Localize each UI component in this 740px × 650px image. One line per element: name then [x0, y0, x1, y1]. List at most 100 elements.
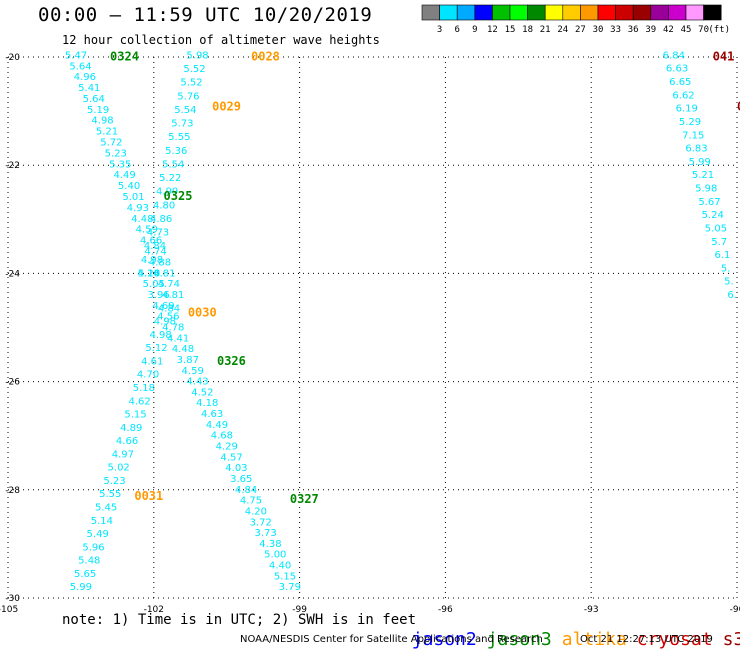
legend-cryosat: cryosat	[636, 629, 713, 650]
legend-jason2: jason2	[411, 629, 477, 650]
swh-value-label: 5.22	[159, 173, 181, 184]
swh-value-label: 4.70	[137, 370, 159, 381]
swh-value-label: 3.87	[177, 355, 199, 366]
pass-label: 0028	[251, 49, 280, 63]
swh-value-label: 5.72	[100, 138, 122, 149]
swh-value-label: 5.73	[171, 119, 193, 130]
swh-value-label: 4.03	[225, 463, 247, 474]
swh-value-label: 4.86	[150, 214, 172, 225]
swh-value-label: 5.23	[103, 476, 125, 487]
swh-value-label: 5.18	[133, 383, 155, 394]
pass-label: 0031	[134, 489, 163, 503]
color-scale-swatch	[474, 4, 493, 21]
swh-value-label: 5.65	[74, 569, 96, 580]
color-scale-tick: 70	[698, 25, 709, 35]
swh-value-label: 5.36	[165, 146, 187, 157]
pass-label: 0324	[110, 49, 139, 63]
swh-value-label: 5.05	[705, 223, 727, 234]
color-scale-tick: 9	[472, 25, 477, 35]
color-scale-swatch	[439, 4, 458, 21]
swh-value-label: 4.97	[112, 449, 134, 460]
swh-value-label: 4.49	[206, 420, 228, 431]
swh-value-label: 5.00	[264, 550, 286, 561]
swh-value-label: 4.75	[240, 496, 262, 507]
swh-value-label: 5.21	[692, 170, 714, 181]
x-tick-label: -99	[292, 605, 307, 615]
pass-label: 0325	[164, 189, 193, 203]
swh-value-label: 5.55	[168, 132, 190, 143]
swh-value-label: 5.48	[78, 556, 100, 567]
swh-value-label: 5.12	[145, 343, 167, 354]
color-scale-tick: (ft)	[708, 25, 730, 35]
color-scale-swatch	[544, 4, 564, 21]
swh-value-label: 6.	[727, 290, 737, 301]
swh-value-label: 4.93	[127, 203, 149, 214]
swh-value-label: 5.01	[122, 192, 144, 203]
swh-value-label: 5.47	[65, 50, 87, 61]
color-scale-swatch	[685, 4, 704, 21]
swh-value-label: 4.99	[156, 187, 178, 198]
color-scale-swatch	[509, 4, 528, 21]
swh-value-label: 5.98	[695, 184, 717, 195]
swh-value-label: 5.40	[118, 181, 140, 192]
swh-value-label: 4.80	[153, 200, 175, 211]
color-scale-swatch	[562, 4, 581, 21]
x-tick-label: -90	[730, 605, 740, 615]
swh-value-label: 4.20	[245, 506, 267, 517]
swh-value-label: 4.66	[140, 236, 162, 247]
swh-value-label: 4.98	[91, 116, 113, 127]
swh-value-label: 5.98	[186, 50, 208, 61]
swh-value-label: 5.54	[174, 105, 196, 116]
color-scale-tick: 24	[557, 25, 568, 35]
swh-value-label: 5.76	[177, 91, 199, 102]
color-scale-swatch	[421, 4, 440, 21]
swh-value-label: 4.88	[149, 257, 171, 268]
pass-label: 041	[713, 49, 735, 63]
swh-value-label: 5.54	[162, 159, 184, 170]
swh-value-label: 4.84	[235, 485, 257, 496]
color-scale-swatch	[597, 4, 616, 21]
swh-value-label: 6.19	[676, 104, 698, 115]
swh-value-label: 5.67	[698, 197, 720, 208]
y-tick-label: -26	[5, 378, 20, 388]
swh-value-label: 4.49	[114, 170, 136, 181]
swh-value-label: 4.28	[138, 268, 160, 279]
color-scale-tick: 42	[663, 25, 674, 35]
color-scale-tick: 3	[437, 25, 442, 35]
swh-value-label: 4.81	[153, 268, 175, 279]
swh-value-label: 7.15	[682, 130, 704, 141]
color-scale-tick: 39	[645, 25, 656, 35]
swh-value-label: 5.35	[109, 159, 131, 170]
swh-value-label: 3.96	[148, 290, 170, 301]
swh-value-label: 5.52	[180, 78, 202, 89]
swh-value-label: 4.84	[158, 303, 180, 314]
swh-value-label: 4.63	[201, 409, 223, 420]
swh-value-label: 4.18	[196, 398, 218, 409]
pass-label: 0029	[212, 100, 241, 114]
color-scale-swatch	[615, 4, 634, 21]
swh-value-label: 4.98	[154, 317, 176, 328]
swh-value-label: 4.56	[157, 312, 179, 323]
color-scale-tick: 36	[628, 25, 639, 35]
satellite-legend: jason2 jason3 altika cryosat s3a	[390, 608, 740, 650]
x-tick-label: -96	[438, 605, 453, 615]
swh-value-label: 4.68	[211, 431, 233, 442]
swh-value-label: 5.41	[78, 83, 100, 94]
swh-value-label: 6.65	[669, 77, 691, 88]
color-scale-tick: 15	[505, 25, 516, 35]
swh-value-label: 4.52	[191, 387, 213, 398]
swh-value-label: 6.84	[663, 50, 685, 61]
swh-value-label: 4.69	[152, 301, 174, 312]
swh-value-label: 4.57	[220, 452, 242, 463]
swh-value-label: 5.96	[82, 542, 104, 553]
swh-value-label: 6.63	[666, 64, 688, 75]
swh-value-label: 5.99	[689, 157, 711, 168]
swh-value-label: 4.73	[147, 228, 169, 239]
legend-jason3: jason3	[486, 629, 552, 650]
swh-value-label: 5.45	[95, 503, 117, 514]
color-scale-tick: 6	[454, 25, 459, 35]
swh-value-label: 5.	[724, 277, 734, 288]
swh-value-label: 5.02	[108, 463, 130, 474]
legend-altika: altika	[561, 629, 627, 650]
